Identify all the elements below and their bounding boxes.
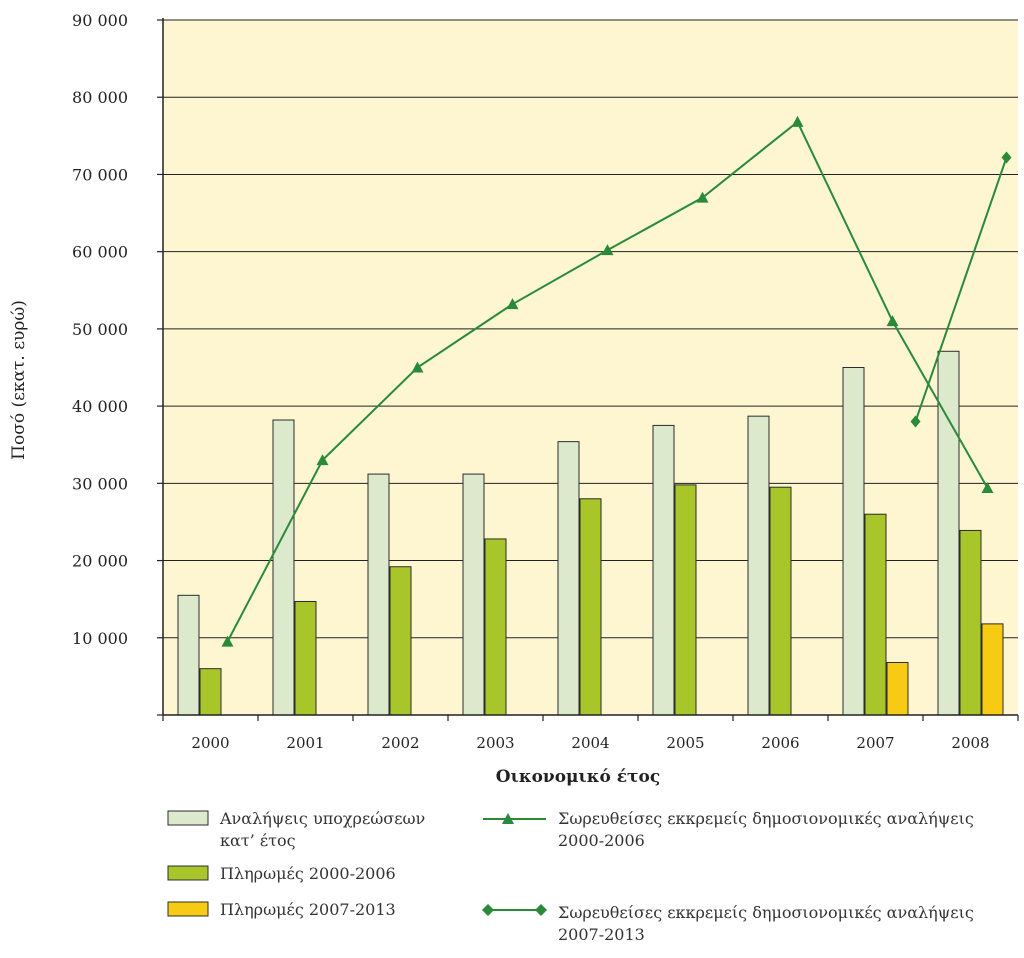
triangle-marker bbox=[221, 635, 234, 647]
legend-label-line-2000-2006: 2000-2006 bbox=[558, 831, 645, 850]
bars bbox=[177, 350, 1004, 716]
x-tick-label: 2003 bbox=[476, 734, 514, 752]
x-tick-label: 2000 bbox=[191, 734, 229, 752]
legend-label-commitments: Αναλήψεις υποχρεώσεων bbox=[219, 809, 425, 828]
diamond-marker bbox=[1001, 151, 1012, 164]
legend-label-line-2007-2013: Σωρευθείσες εκκρεμείς δημοσιονομικές ανα… bbox=[558, 903, 974, 922]
bar bbox=[981, 623, 1004, 716]
legend: Αναλήψεις υποχρεώσεων κατ’ έτος Πληρωμές 2… bbox=[167, 809, 974, 944]
tick-labels: 10 000 20 000 30 000 40 000 50 000 60 000 70 0… bbox=[72, 11, 990, 752]
bar bbox=[769, 486, 792, 716]
bar bbox=[177, 594, 200, 716]
axes bbox=[157, 18, 1019, 721]
triangle-marker bbox=[411, 361, 424, 373]
x-tick-label: 2002 bbox=[381, 734, 419, 752]
y-tick-label: 40 000 bbox=[72, 397, 128, 416]
bar bbox=[462, 473, 485, 716]
diamond-marker bbox=[910, 415, 921, 428]
x-tick-label: 2007 bbox=[856, 734, 894, 752]
triangle-marker bbox=[791, 115, 804, 127]
bar bbox=[674, 484, 697, 716]
triangle-marker bbox=[886, 315, 899, 327]
y-tick-label: 20 000 bbox=[72, 552, 128, 571]
legend-label-payments-2000-2006: Πληρωμές 2000-2006 bbox=[220, 864, 396, 883]
legend-swatch-payments-2000-2006 bbox=[167, 865, 209, 881]
bar bbox=[557, 441, 580, 716]
bar bbox=[579, 498, 602, 716]
y-tick-label: 50 000 bbox=[72, 320, 128, 339]
x-axis-title: Οικονομικό έτος bbox=[496, 767, 660, 787]
legend-diamond-marker bbox=[535, 904, 547, 916]
legend-diamond-marker bbox=[482, 904, 494, 916]
bar bbox=[886, 661, 909, 716]
legend-swatch-payments-2007-2013 bbox=[167, 901, 209, 917]
bar bbox=[747, 415, 770, 716]
x-tick-label: 2001 bbox=[286, 734, 324, 752]
legend-triangle-marker bbox=[502, 813, 514, 824]
legend-label-line-2000-2006: Σωρευθείσες εκκρεμείς δημοσιονομικές ανα… bbox=[558, 809, 974, 828]
bar bbox=[652, 424, 675, 716]
x-tick-label: 2008 bbox=[951, 734, 989, 752]
y-tick-label: 60 000 bbox=[72, 243, 128, 262]
triangle-marker bbox=[696, 191, 709, 203]
bar bbox=[864, 513, 887, 716]
legend-label-payments-2007-2013: Πληρωμές 2007-2013 bbox=[220, 900, 396, 919]
y-tick-label: 10 000 bbox=[72, 629, 128, 648]
series-line bbox=[914, 157, 1008, 422]
bar bbox=[959, 529, 982, 716]
bar bbox=[484, 538, 507, 716]
x-tick-label: 2004 bbox=[571, 734, 609, 752]
triangle-marker bbox=[316, 454, 329, 466]
y-tick-label: 70 000 bbox=[72, 165, 128, 184]
triangle-marker bbox=[506, 298, 519, 310]
bar bbox=[389, 566, 412, 716]
triangle-marker bbox=[601, 244, 614, 256]
bar bbox=[199, 668, 222, 716]
y-tick-label: 80 000 bbox=[72, 88, 128, 107]
y-tick-label: 90 000 bbox=[72, 11, 128, 30]
bar bbox=[272, 419, 295, 716]
bar bbox=[294, 600, 317, 716]
triangle-marker bbox=[981, 481, 994, 493]
legend-swatch-commitments bbox=[167, 810, 209, 826]
bar bbox=[367, 473, 390, 716]
bar bbox=[842, 367, 865, 716]
x-tick-label: 2006 bbox=[761, 734, 799, 752]
x-tick-label: 2005 bbox=[666, 734, 704, 752]
y-axis-title: Ποσό (εκατ. ευρώ) bbox=[9, 300, 29, 460]
line-series bbox=[221, 115, 1012, 647]
legend-label-commitments: κατ’ έτος bbox=[220, 831, 296, 850]
legend-label-line-2007-2013: 2007-2013 bbox=[558, 925, 645, 944]
y-tick-label: 30 000 bbox=[72, 474, 128, 493]
